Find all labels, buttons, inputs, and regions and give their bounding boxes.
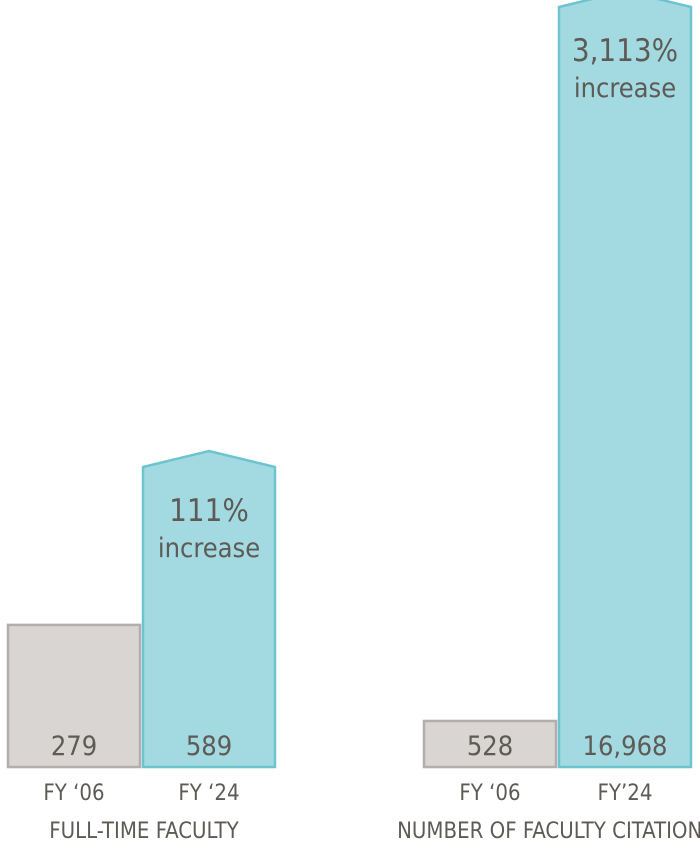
faculty-fy24-value: 589 [186, 731, 232, 762]
faculty-increase-label: increase [158, 533, 260, 564]
faculty-fy24-category-label: FY ‘24 [178, 781, 239, 806]
faculty-chart-title: FULL-TIME FACULTY [49, 819, 239, 844]
bar-faculty-fy06 [6, 623, 142, 769]
citations-fy06-category-label: FY ‘06 [459, 781, 520, 806]
citations-fy24-category-label: FY’24 [598, 781, 653, 806]
bar-citations-fy06 [422, 719, 558, 769]
bar-citations-fy24 [557, 0, 693, 769]
faculty-fy06-value: 279 [51, 731, 97, 762]
citations-increase-percent: 3,113% [572, 33, 678, 69]
citations-increase-label: increase [574, 73, 676, 104]
citations-fy06-value: 528 [467, 731, 513, 762]
bar-faculty-fy24 [141, 449, 277, 769]
citations-fy24-value: 16,968 [583, 731, 668, 762]
chart-faculty-citations: 3,113% increase 528 16,968 FY ‘06 FY’24 … [397, 0, 700, 844]
citations-chart-title: NUMBER OF FACULTY CITATIONS [397, 819, 700, 844]
chart-full-time-faculty: 111% increase 279 589 FY ‘06 FY ‘24 FULL… [6, 449, 277, 844]
faculty-fy06-category-label: FY ‘06 [43, 781, 104, 806]
faculty-increase-percent: 111% [169, 493, 249, 529]
